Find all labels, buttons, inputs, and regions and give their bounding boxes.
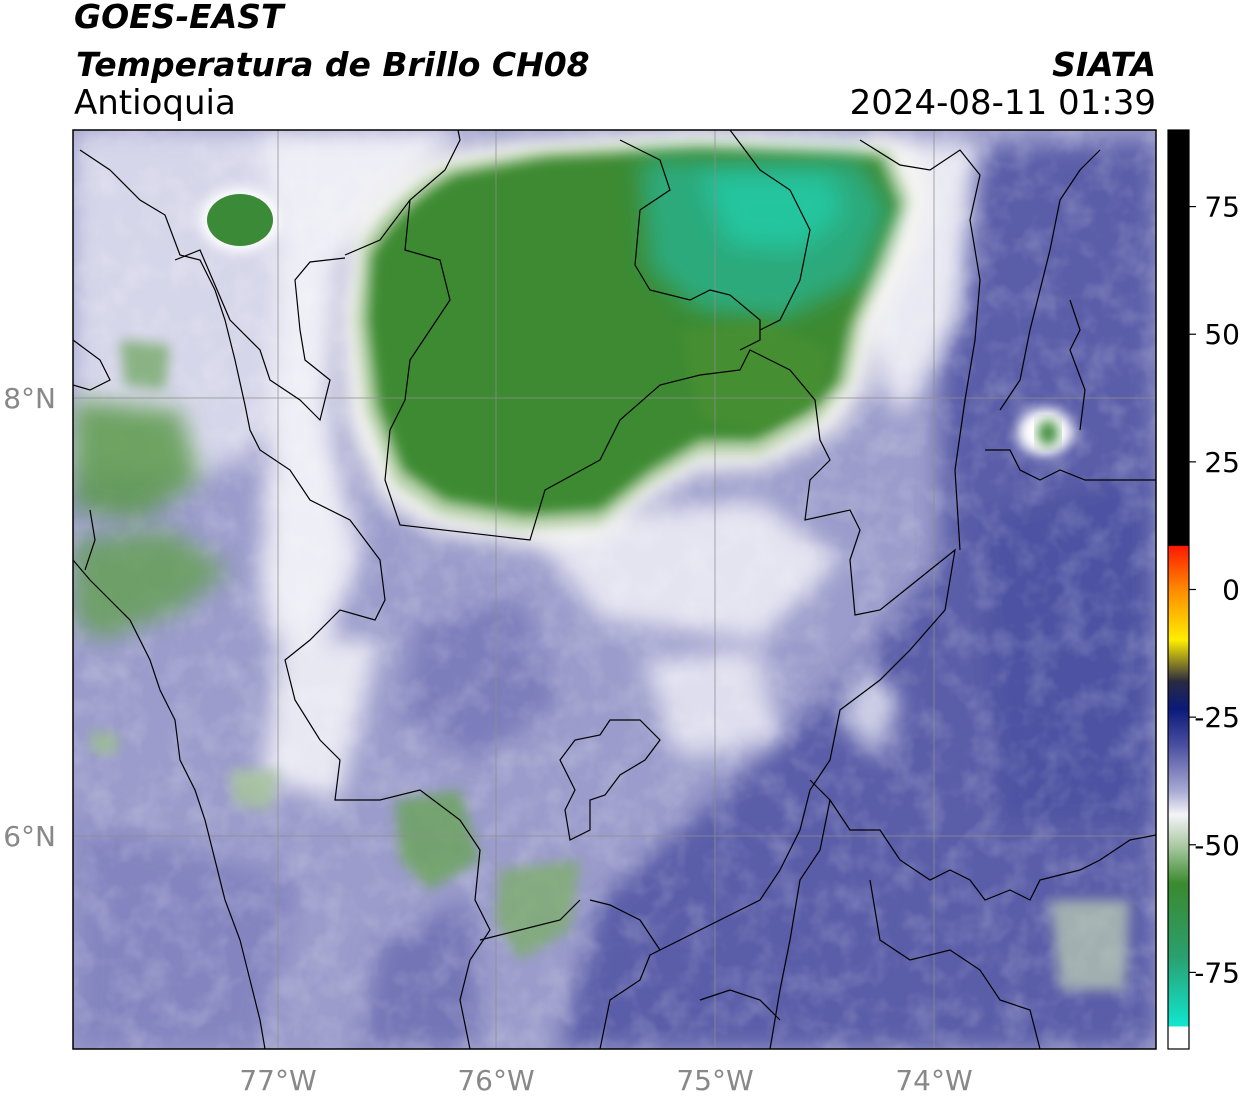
lon-tick-77w: 77°W [239, 1064, 316, 1097]
colorbar-tick-label: 75 [1204, 191, 1240, 224]
colorbar-tick-label: -25 [1194, 701, 1240, 734]
graticule [73, 130, 1156, 1049]
colorbar-scale [1167, 129, 1190, 1050]
lon-tick-74w: 74°W [895, 1064, 972, 1097]
map-frame [72, 129, 1157, 1050]
colorbar-tick-label: 50 [1204, 318, 1240, 351]
agency-title: SIATA [1052, 45, 1156, 84]
lat-tick-6n: 6°N [3, 820, 56, 853]
colorbar-ticks: 75 50 25 0 -25 -50 -75 [1189, 191, 1240, 989]
product-title: Temperatura de Brillo CH08 [76, 45, 590, 84]
colorbar-tick-label: -75 [1194, 956, 1240, 989]
lat-tick-8n: 8°N [3, 382, 56, 415]
datetime-title: 2024-08-11 01:39 [849, 83, 1156, 123]
lon-tick-75w: 75°W [676, 1064, 753, 1097]
lon-axis: 77°W 76°W 75°W 74°W [239, 1064, 972, 1097]
political-borders [73, 130, 1156, 1049]
colorbar: 75 50 25 0 -25 -50 -75 [1167, 129, 1240, 1050]
colorbar-tick-label: -50 [1194, 829, 1240, 862]
isolated-cells [73, 188, 1130, 990]
colorbar-tick-label: 0 [1222, 574, 1240, 607]
colorbar-tick-label: 25 [1204, 446, 1240, 479]
region-title: Antioquia [74, 83, 236, 123]
lon-tick-76w: 76°W [457, 1064, 534, 1097]
convective-cloud-system [340, 130, 930, 545]
satellite-title: GOES-EAST [74, 0, 284, 36]
lat-axis: 8°N 6°N [3, 382, 56, 853]
